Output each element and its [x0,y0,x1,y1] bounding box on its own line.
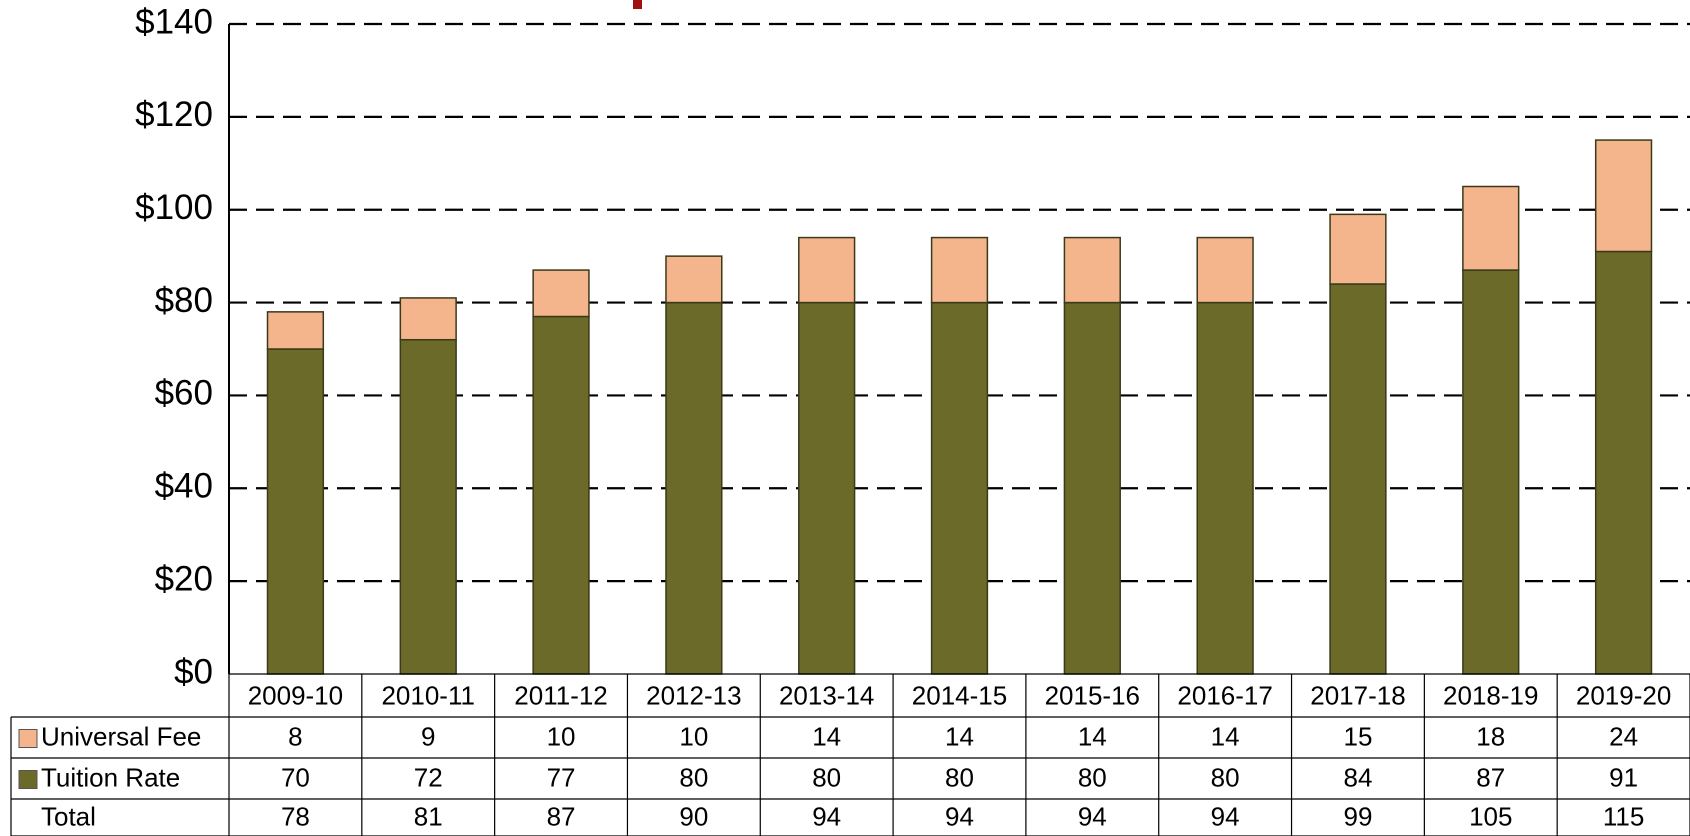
table-value: 91 [1609,762,1638,792]
title-fragment [633,0,642,9]
bar-segment [266,348,325,675]
bar-segment [1196,301,1254,675]
bar-segment [798,236,856,304]
table-value: 80 [812,762,841,792]
bar-segment [399,338,457,675]
bar-segment [1063,301,1121,675]
bar-segment [798,301,856,675]
legend-label: Tuition Rate [41,762,180,792]
total-value: 87 [547,801,576,831]
x-tick-label: 2015-16 [1045,680,1140,710]
x-tick-label: 2010-11 [381,680,475,710]
table-value: 87 [1476,762,1505,792]
bar-segment [1594,250,1653,675]
x-tick-label: 2018-19 [1443,680,1538,710]
bar-segment [930,301,989,675]
table-value: 14 [1211,721,1240,751]
table-value: 77 [547,762,576,792]
bar-segment [930,236,989,304]
table-value: 72 [414,762,443,792]
y-tick-label: $120 [135,95,213,134]
table-value: 84 [1343,762,1372,792]
total-value: 99 [1343,801,1372,831]
total-value: 78 [281,801,310,831]
bar-segment [665,255,723,304]
legend-key [18,770,38,789]
total-value: 94 [1211,801,1240,831]
bar-segment [399,297,457,341]
y-tick-label: $60 [155,374,213,413]
legend-key [18,729,38,748]
table-value: 10 [547,721,576,751]
bar-segment [1329,213,1387,285]
table-value: 24 [1609,721,1638,751]
table-value: 14 [945,721,974,751]
bar-segment [532,315,590,675]
y-tick-label: $80 [155,281,213,320]
table-value: 80 [1211,762,1240,792]
total-label: Total [41,801,96,831]
table-value: 70 [281,762,310,792]
table-value: 10 [679,721,708,751]
total-value: 105 [1469,801,1512,831]
total-value: 81 [414,801,443,831]
bar-segment [1063,236,1121,304]
bar-segment [266,311,325,350]
x-tick-label: 2013-14 [779,680,874,710]
table-value: 80 [1078,762,1107,792]
total-value: 94 [1078,801,1107,831]
x-tick-label: 2009-10 [248,680,343,710]
y-tick-label: $0 [174,652,213,691]
table-value: 14 [812,721,841,751]
total-value: 90 [679,801,708,831]
x-tick-label: 2014-15 [912,680,1007,710]
bar-segment [665,301,723,675]
bar-segment [1594,139,1653,253]
legend-label: Universal Fee [41,721,201,751]
y-tick-label: $140 [135,2,213,41]
table-value: 9 [421,721,435,751]
x-tick-label: 2017-18 [1310,680,1405,710]
bar-segment [1329,283,1387,675]
x-tick-label: 2011-12 [514,680,608,710]
table-value: 14 [1078,721,1107,751]
table-value: 18 [1476,721,1505,751]
y-tick-label: $100 [135,188,213,227]
y-tick-label: $40 [155,467,213,506]
x-tick-label: 2012-13 [646,680,741,710]
table-value: 80 [679,762,708,792]
total-value: 94 [812,801,841,831]
y-tick-label: $20 [155,559,213,598]
bar-segment [1462,185,1520,271]
table-value: 15 [1343,721,1372,751]
x-tick-label: 2019-20 [1576,680,1671,710]
total-value: 94 [945,801,974,831]
bar-segment [532,269,590,318]
x-tick-label: 2016-17 [1177,680,1272,710]
bar-segment [1462,269,1520,675]
bar-segment [1196,236,1254,304]
table-value: 8 [288,721,302,751]
total-value: 115 [1603,801,1644,831]
table-value: 80 [945,762,974,792]
